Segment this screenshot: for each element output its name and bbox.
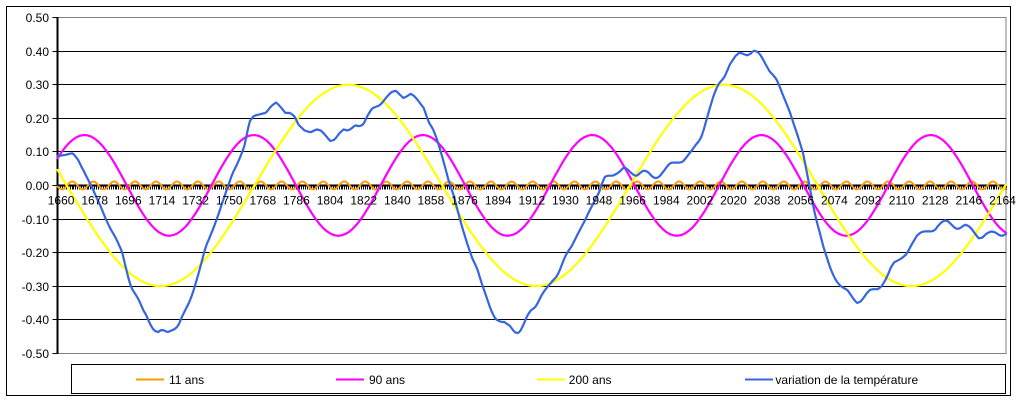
svg-text:1660: 1660 [48,194,75,208]
svg-text:0.50: 0.50 [26,11,50,25]
svg-text:2128: 2128 [922,194,949,208]
svg-text:2110: 2110 [889,194,915,208]
svg-text:-0.10: -0.10 [22,213,50,227]
svg-text:200 ans: 200 ans [569,373,612,387]
svg-text:0.00: 0.00 [26,179,50,193]
svg-text:1876: 1876 [451,194,478,208]
svg-text:1948: 1948 [586,194,613,208]
svg-text:1930: 1930 [552,194,579,208]
svg-text:1984: 1984 [653,194,680,208]
svg-text:0.30: 0.30 [26,78,50,92]
svg-text:-0.30: -0.30 [22,280,50,294]
svg-text:1732: 1732 [182,194,209,208]
svg-text:-0.40: -0.40 [22,313,50,327]
svg-text:90 ans: 90 ans [369,373,405,387]
svg-text:0.10: 0.10 [26,145,50,159]
svg-text:-0.50: -0.50 [22,347,50,361]
svg-text:1786: 1786 [283,194,310,208]
svg-text:1696: 1696 [115,194,142,208]
svg-text:2146: 2146 [955,194,982,208]
svg-text:1804: 1804 [317,194,344,208]
svg-text:1894: 1894 [485,194,512,208]
svg-text:1912: 1912 [518,194,545,208]
svg-text:2020: 2020 [720,194,747,208]
svg-text:2002: 2002 [687,194,714,208]
svg-text:2074: 2074 [821,194,848,208]
svg-text:1714: 1714 [149,194,176,208]
svg-text:1840: 1840 [384,194,411,208]
svg-text:1966: 1966 [619,194,646,208]
svg-text:2038: 2038 [754,194,781,208]
svg-text:11 ans: 11 ans [169,373,204,387]
svg-text:0.40: 0.40 [26,45,50,59]
svg-text:1750: 1750 [216,194,243,208]
svg-text:0.20: 0.20 [26,112,50,126]
svg-text:1858: 1858 [418,194,445,208]
svg-text:2092: 2092 [855,194,882,208]
svg-text:2164: 2164 [989,194,1016,208]
svg-text:variation de la température: variation de la température [775,373,918,387]
svg-text:2056: 2056 [787,194,814,208]
svg-text:1768: 1768 [249,194,276,208]
svg-text:1678: 1678 [81,194,108,208]
svg-text:-0.20: -0.20 [22,246,50,260]
svg-text:1822: 1822 [350,194,377,208]
